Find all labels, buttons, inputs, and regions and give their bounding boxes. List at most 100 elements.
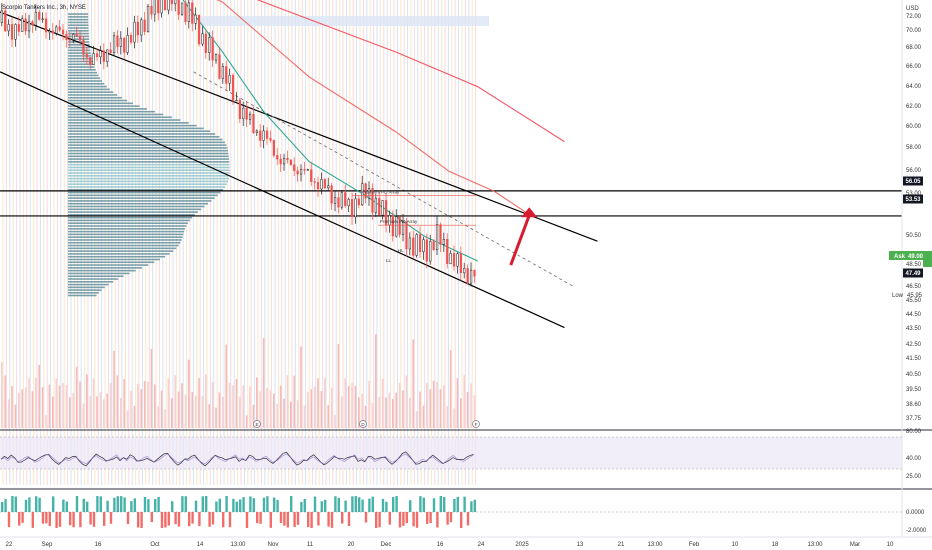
oscillator-bar	[446, 512, 449, 525]
projection-arrow-shaft	[509, 214, 531, 266]
volume-bar	[266, 387, 268, 428]
volume-bar	[381, 378, 384, 428]
volume-bar	[395, 392, 397, 428]
candle-body	[337, 197, 340, 208]
candle-body	[157, 0, 160, 14]
volume-bar	[45, 415, 47, 428]
candle-body	[82, 40, 85, 55]
profile-bar	[68, 116, 172, 119]
candle-body	[303, 169, 306, 171]
ask-value: 49.00	[908, 254, 924, 260]
oscillator-bar	[14, 496, 17, 512]
profile-bar	[68, 241, 181, 244]
volume-bar	[164, 409, 166, 428]
oscillator-bar	[473, 499, 476, 512]
candle-body	[316, 182, 320, 190]
volume-bar	[324, 378, 326, 428]
oscillator-bar	[273, 497, 276, 512]
profile-bar	[68, 197, 215, 199]
time-tick-label: 10	[887, 542, 894, 548]
oscillator-bar	[337, 497, 340, 512]
oscillator-bar	[228, 512, 232, 528]
time-tick-label: 16	[437, 542, 444, 548]
price-tick-label: 70.00	[906, 28, 922, 34]
profile-bar	[68, 130, 211, 133]
volume-bar	[52, 396, 54, 428]
candle-body	[133, 21, 136, 43]
premium-pd-array-label: Premium PD Array	[380, 219, 418, 224]
price-tag	[903, 268, 923, 278]
time-tick-label: 13:00	[230, 542, 246, 548]
candle-body	[55, 26, 58, 34]
volume-bar	[259, 391, 261, 428]
time-tick-label: Oct	[150, 542, 160, 548]
profile-bar	[68, 169, 230, 172]
rsi-tick-label: 25.00	[906, 474, 922, 480]
candle-body	[381, 200, 384, 216]
candle-body	[459, 253, 462, 274]
candle-body	[106, 49, 109, 62]
profile-bar	[68, 88, 110, 91]
candle-body	[21, 18, 24, 32]
candle-body	[245, 107, 248, 120]
candle-body	[259, 130, 262, 141]
candle-body	[228, 75, 231, 84]
profile-bar	[68, 119, 181, 121]
volume-bar	[432, 380, 435, 428]
candle-body	[469, 269, 473, 284]
candle-body	[418, 234, 422, 253]
volume-bar	[279, 385, 282, 428]
volume-bar	[330, 387, 333, 428]
oscillator-bar	[106, 500, 109, 512]
candle-body	[143, 19, 146, 32]
candle-body	[102, 50, 105, 62]
profile-bar	[68, 289, 102, 291]
volume-bar	[456, 378, 459, 428]
volume-bar	[415, 411, 418, 428]
volume-bar	[307, 391, 309, 428]
oscillator-bar	[211, 512, 215, 525]
candle-body	[320, 179, 323, 190]
volume-bar	[198, 378, 200, 428]
oscillator-bar	[48, 512, 51, 526]
oscillator-bar	[443, 497, 446, 512]
candle-body	[92, 53, 95, 65]
oscillator-bar	[402, 512, 405, 526]
candle-body	[208, 37, 211, 53]
oscillator-bar	[354, 496, 357, 512]
oscillator-tick-label: -2.0000	[906, 528, 927, 534]
oscillator-bar	[157, 496, 160, 512]
candle-body	[415, 234, 418, 256]
profile-bar	[68, 244, 179, 247]
candle-body	[452, 253, 456, 267]
oscillator-bar	[126, 512, 130, 525]
oscillator-bar	[426, 512, 429, 524]
event-marker	[472, 420, 480, 428]
candle-body	[425, 239, 428, 262]
profile-bar	[68, 24, 89, 27]
price-tick-label: 46.50	[906, 284, 922, 290]
oscillator-bar	[123, 497, 126, 512]
volume-bar	[286, 375, 289, 428]
oscillator-bar	[31, 512, 34, 528]
volume-bar	[453, 408, 455, 428]
profile-bar	[68, 144, 227, 146]
candle-body	[225, 66, 228, 84]
oscillator-bar	[86, 501, 89, 512]
oscillator-bar	[184, 496, 187, 512]
candle-body	[24, 18, 27, 32]
oscillator-bar	[116, 496, 119, 512]
profile-bar	[68, 46, 91, 49]
price-tick-label: 53.00	[906, 191, 922, 197]
oscillator-bar	[198, 512, 201, 526]
volume-bar	[177, 391, 180, 428]
profile-bar	[68, 57, 93, 60]
volume-bar	[300, 346, 302, 428]
profile-bar	[68, 286, 105, 289]
oscillator-bar	[436, 512, 439, 528]
volume-bar	[103, 399, 105, 428]
candle-body	[184, 2, 187, 22]
candle-body	[299, 169, 303, 175]
